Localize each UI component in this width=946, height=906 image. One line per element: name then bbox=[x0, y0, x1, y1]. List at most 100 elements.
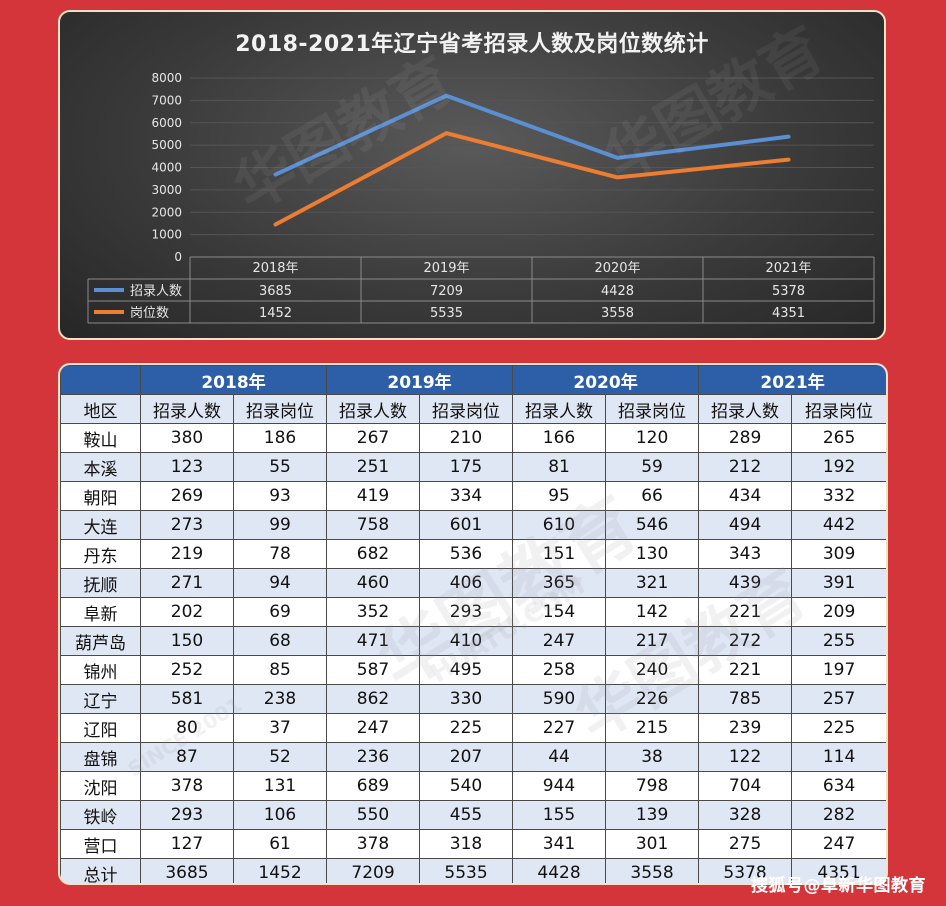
positions-cell: 217 bbox=[605, 626, 700, 656]
positions-cell: 332 bbox=[791, 481, 886, 511]
recruits-cell: 471 bbox=[326, 626, 421, 656]
recruits-cell: 150 bbox=[140, 626, 234, 656]
chart-panel: 2018-2021年辽宁省考招录人数及岗位数统计 8000 7000 6000 500… bbox=[58, 10, 886, 340]
brand-watermark: 华图教育 bbox=[223, 44, 466, 225]
positions-cell: 94 bbox=[232, 568, 328, 598]
recruits-cell: 44 bbox=[512, 742, 607, 772]
recruits-cell: 236 bbox=[326, 742, 421, 772]
table-row: 辽阳 80 37 247 225 227 215 239 225 bbox=[60, 713, 886, 743]
region-cell: 鞍山 bbox=[60, 423, 141, 453]
positions-cell: 1452 bbox=[232, 858, 328, 883]
region-cell: 盘锦 bbox=[60, 742, 141, 772]
positions-cell: 442 bbox=[791, 510, 886, 540]
column-header-recruits: 招录人数 bbox=[140, 394, 234, 424]
recruits-cell: 550 bbox=[326, 800, 421, 830]
series-line bbox=[273, 93, 791, 177]
positions-cell: 282 bbox=[791, 800, 886, 830]
y-tick-label: 2000 bbox=[151, 205, 182, 219]
recruits-cell: 682 bbox=[326, 539, 421, 569]
recruits-cell: 328 bbox=[698, 800, 793, 830]
recruits-cell: 704 bbox=[698, 771, 793, 801]
region-cell: 沈阳 bbox=[60, 771, 141, 801]
year-header-row: 2018年 2019年 2020年 2021年 bbox=[60, 365, 886, 395]
table-row: 葫芦岛 150 68 471 410 247 217 272 255 bbox=[60, 626, 886, 656]
positions-cell: 209 bbox=[791, 597, 886, 627]
recruits-cell: 122 bbox=[698, 742, 793, 772]
table-row: 总计 3685 1452 7209 5535 4428 3558 5378 4351 bbox=[60, 858, 886, 883]
recruits-cell: 5378 bbox=[698, 858, 793, 883]
recruits-cell: 581 bbox=[140, 684, 234, 714]
positions-cell: 257 bbox=[791, 684, 886, 714]
recruits-cell: 352 bbox=[326, 597, 421, 627]
positions-cell: 225 bbox=[791, 713, 886, 743]
data-label: 1452 bbox=[259, 306, 292, 321]
table-row: 锦州 252 85 587 495 258 240 221 197 bbox=[60, 655, 886, 685]
region-cell: 总计 bbox=[60, 858, 141, 883]
positions-cell: 99 bbox=[232, 510, 328, 540]
year-header: 2020年 bbox=[512, 365, 700, 395]
category-label: 2021年 bbox=[765, 261, 811, 276]
positions-cell: 106 bbox=[232, 800, 328, 830]
region-cell: 葫芦岛 bbox=[60, 626, 141, 656]
positions-cell: 207 bbox=[419, 742, 514, 772]
positions-cell: 540 bbox=[419, 771, 514, 801]
region-cell: 抚顺 bbox=[60, 568, 141, 598]
column-header-recruits: 招录人数 bbox=[326, 394, 421, 424]
year-header: 2018年 bbox=[139, 365, 328, 395]
positions-cell: 225 bbox=[419, 713, 514, 743]
recruits-cell: 785 bbox=[698, 684, 793, 714]
positions-cell: 66 bbox=[605, 481, 700, 511]
table-body: 鞍山 380 186 267 210 166 120 289 265 本溪 123 55 251 175 8… bbox=[60, 423, 886, 883]
positions-cell: 93 bbox=[232, 481, 328, 511]
positions-cell: 142 bbox=[605, 597, 700, 627]
recruits-cell: 587 bbox=[326, 655, 421, 685]
column-header-positions: 招录岗位 bbox=[605, 394, 700, 424]
positions-cell: 318 bbox=[419, 829, 514, 859]
column-header-positions: 招录岗位 bbox=[232, 394, 328, 424]
region-cell: 辽阳 bbox=[60, 713, 141, 743]
recruits-cell: 95 bbox=[512, 481, 607, 511]
region-cell: 营口 bbox=[60, 829, 141, 859]
table-row: 抚顺 271 94 460 406 365 321 439 391 bbox=[60, 568, 886, 598]
recruits-cell: 123 bbox=[140, 452, 234, 482]
table-row: 阜新 202 69 352 293 154 142 221 209 bbox=[60, 597, 886, 627]
recruits-cell: 267 bbox=[326, 423, 421, 453]
y-tick-label: 4000 bbox=[151, 161, 182, 175]
recruits-cell: 251 bbox=[326, 452, 421, 482]
region-header: 地区 bbox=[60, 394, 141, 424]
legend-label: 招录人数 bbox=[130, 284, 182, 299]
recruits-cell: 219 bbox=[140, 539, 234, 569]
column-header-row: 地区 招录人数 招录岗位 招录人数 招录岗位 招录人数 招录岗位 招录人数 招录… bbox=[60, 394, 886, 424]
year-header: 2019年 bbox=[326, 365, 514, 395]
recruits-cell: 7209 bbox=[326, 858, 421, 883]
data-label: 5378 bbox=[772, 284, 805, 299]
recruits-cell: 590 bbox=[512, 684, 607, 714]
category-label: 2020年 bbox=[594, 261, 640, 276]
positions-cell: 69 bbox=[232, 597, 328, 627]
recruits-cell: 494 bbox=[698, 510, 793, 540]
year-header-empty bbox=[60, 365, 141, 395]
positions-cell: 55 bbox=[232, 452, 328, 482]
recruits-cell: 155 bbox=[512, 800, 607, 830]
recruits-cell: 258 bbox=[512, 655, 607, 685]
table-row: 营口 127 61 378 318 341 301 275 247 bbox=[60, 829, 886, 859]
recruits-cell: 247 bbox=[326, 713, 421, 743]
positions-cell: 68 bbox=[232, 626, 328, 656]
positions-cell: 265 bbox=[791, 423, 886, 453]
positions-cell: 226 bbox=[605, 684, 700, 714]
data-label: 7209 bbox=[430, 284, 463, 299]
column-header-positions: 招录岗位 bbox=[419, 394, 514, 424]
region-cell: 本溪 bbox=[60, 452, 141, 482]
table-row: 鞍山 380 186 267 210 166 120 289 265 bbox=[60, 423, 886, 453]
positions-cell: 301 bbox=[605, 829, 700, 859]
series-line bbox=[273, 131, 791, 227]
positions-cell: 38 bbox=[605, 742, 700, 772]
positions-cell: 293 bbox=[419, 597, 514, 627]
positions-cell: 455 bbox=[419, 800, 514, 830]
recruits-cell: 202 bbox=[140, 597, 234, 627]
y-tick-label: 1000 bbox=[151, 228, 182, 242]
recruits-cell: 166 bbox=[512, 423, 607, 453]
year-header: 2021年 bbox=[698, 365, 886, 395]
column-header-positions: 招录岗位 bbox=[791, 394, 886, 424]
recruits-cell: 154 bbox=[512, 597, 607, 627]
